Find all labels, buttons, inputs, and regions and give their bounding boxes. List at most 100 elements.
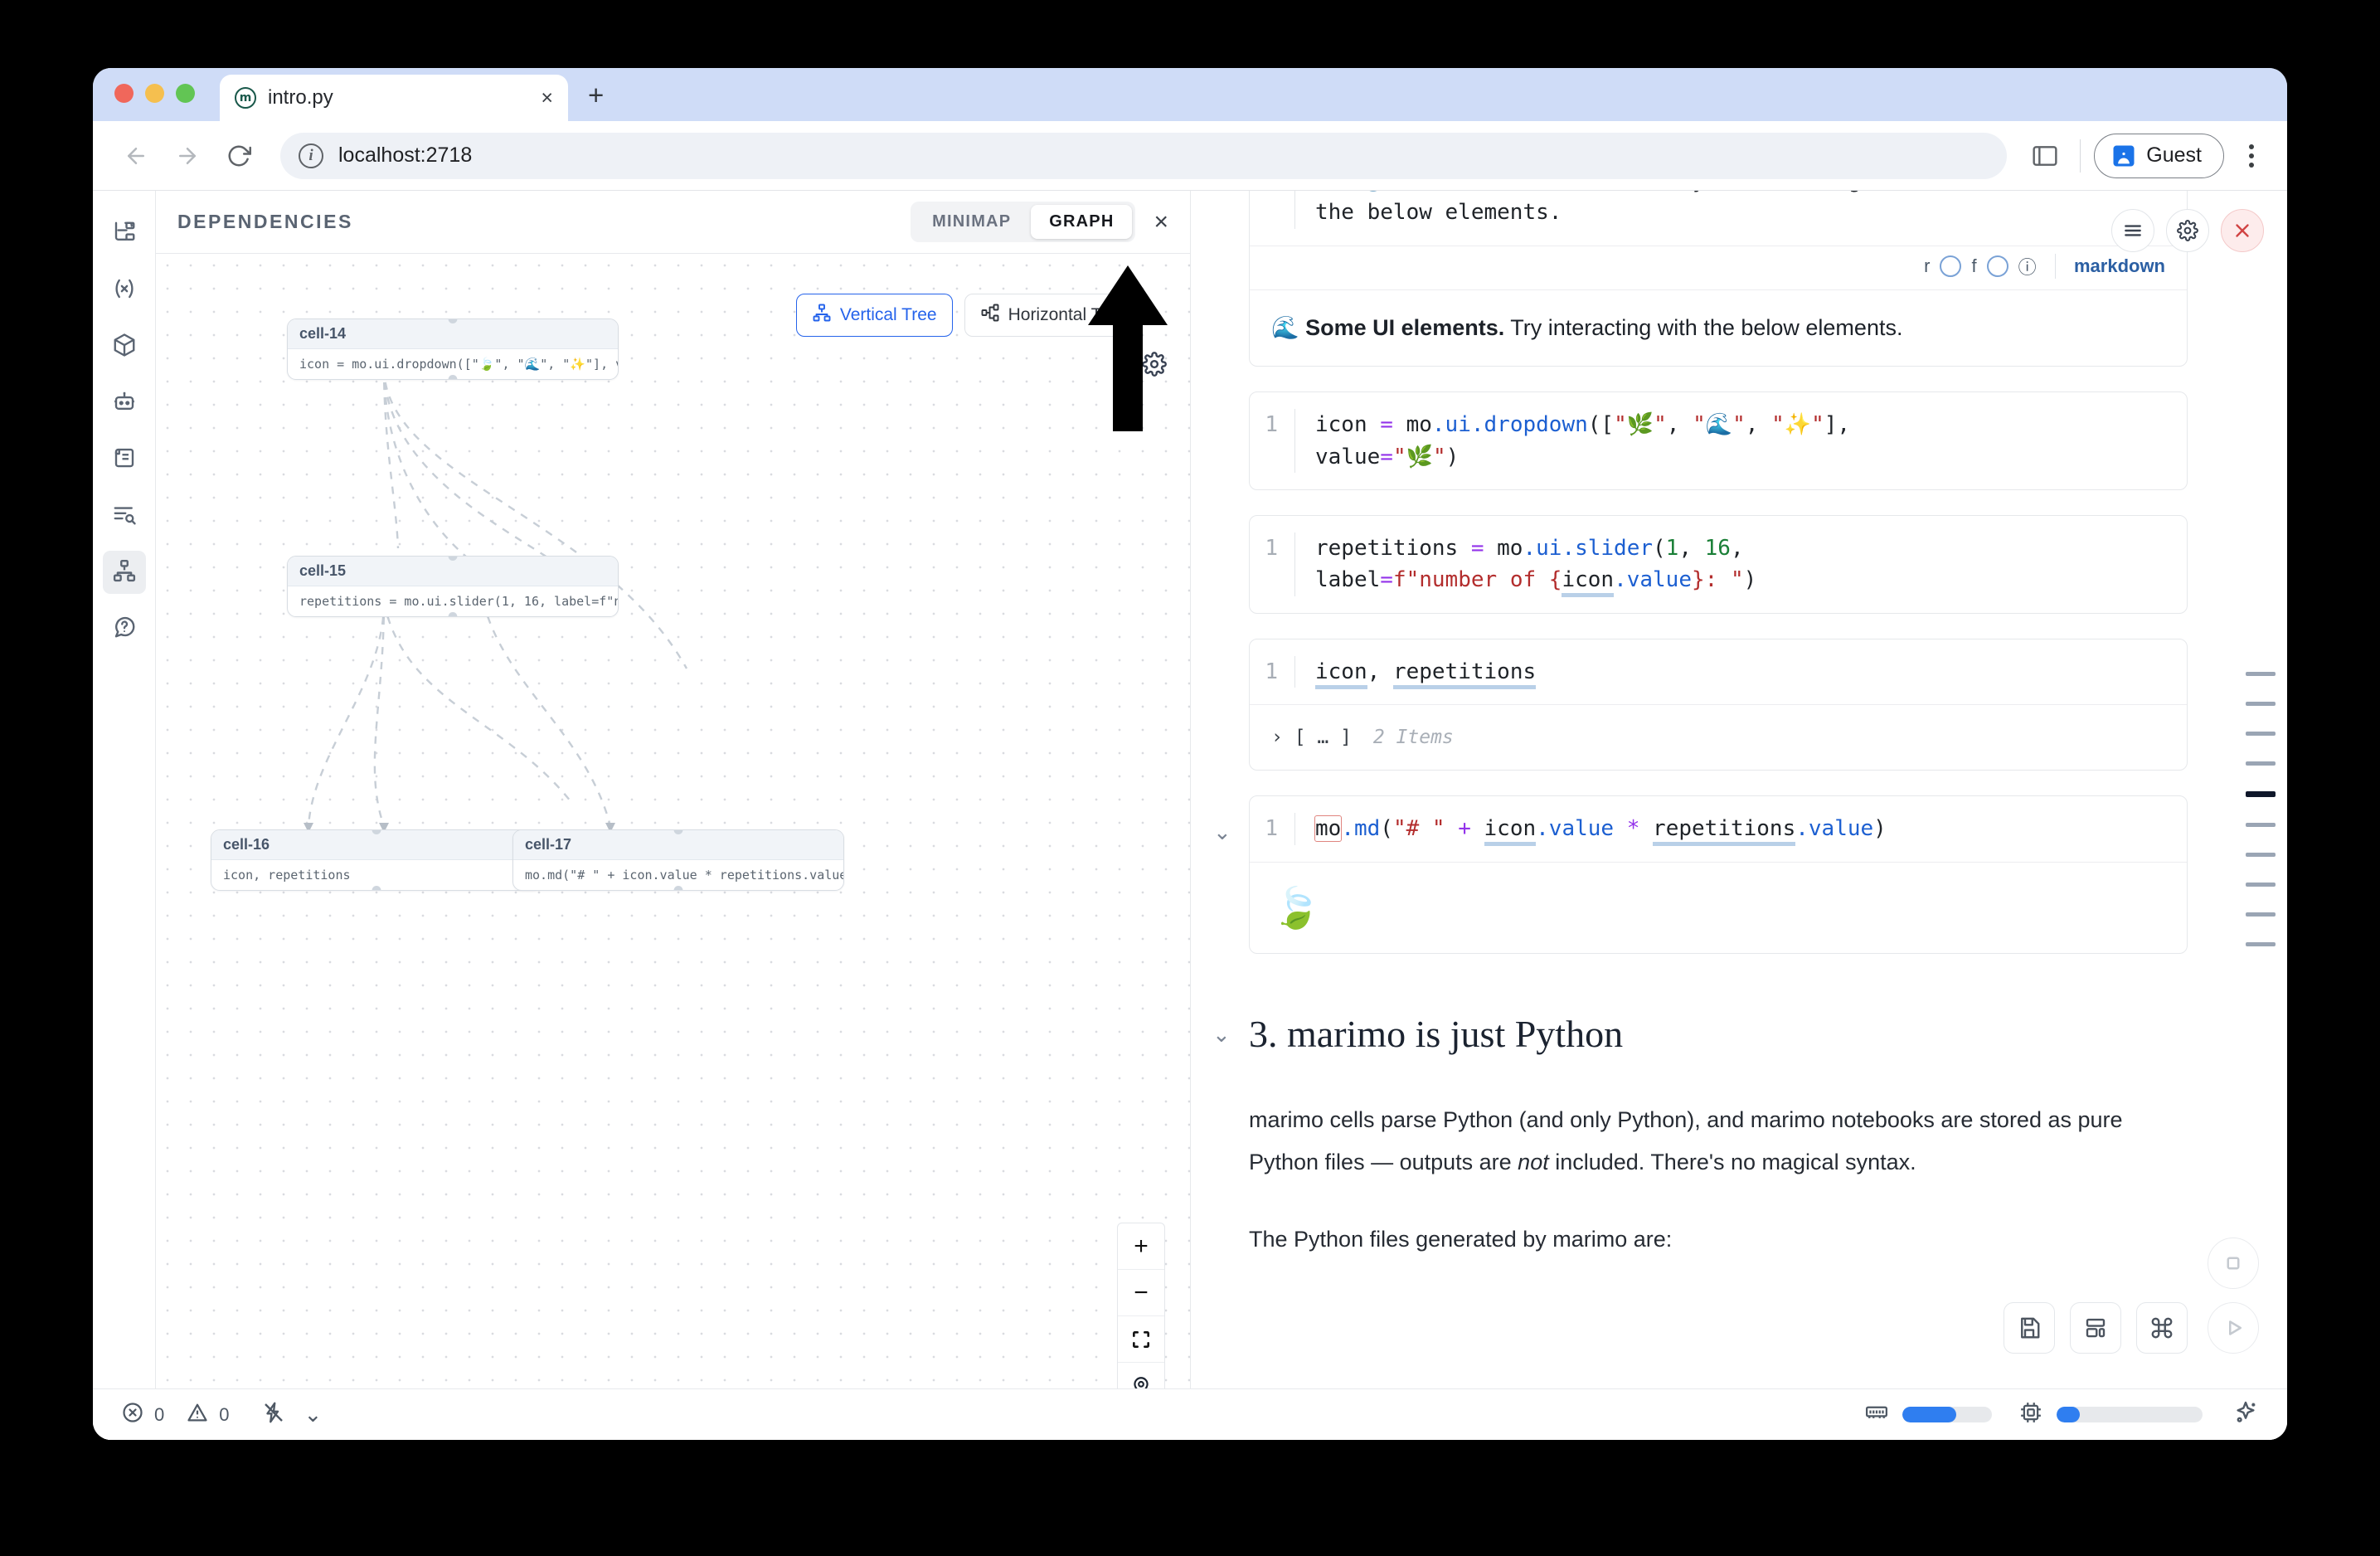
cell-source[interactable]: repetitions = mo.ui.slider(1, 16, label=f… <box>1294 532 2169 598</box>
notebook-scroll[interactable]: 1 """🌊 Some UI elements.""" Try interact… <box>1191 191 2287 1440</box>
reactive-toggle[interactable] <box>1940 255 1962 277</box>
minimap-mark-current[interactable] <box>2246 791 2276 797</box>
save-button[interactable] <box>2004 1302 2055 1354</box>
cell-delete-button[interactable] <box>2221 209 2264 252</box>
back-button[interactable] <box>114 134 158 177</box>
divider <box>2054 253 2056 279</box>
cell-source[interactable]: icon, repetitions <box>1294 655 2169 689</box>
minimize-window-button[interactable] <box>145 83 164 103</box>
profile-button[interactable]: Guest <box>2094 133 2224 178</box>
chrome-menu-button[interactable] <box>2237 139 2266 173</box>
runtime-mode-chevron-icon[interactable]: ⌄ <box>304 1402 323 1427</box>
memory-usage-bar[interactable] <box>1902 1407 1992 1422</box>
minimap-mark[interactable] <box>2246 942 2276 946</box>
site-info-icon[interactable]: i <box>299 143 323 168</box>
notebook-cell-dropdown[interactable]: 1 icon = mo.ui.dropdown(["🌿", "🌊", "✨"],… <box>1249 391 2188 491</box>
sidebar-item-packages[interactable] <box>103 325 146 368</box>
cell-settings-button[interactable] <box>2166 209 2209 252</box>
reload-button[interactable] <box>217 134 260 177</box>
graph-node-cell-17[interactable]: cell-17 mo.md("# " + icon.value * repeti… <box>512 829 844 891</box>
memory-icon <box>1864 1400 1889 1429</box>
close-window-button[interactable] <box>114 83 134 103</box>
minimap-mark[interactable] <box>2246 761 2276 766</box>
section-paragraph-1: marimo cells parse Python (and only Pyth… <box>1249 1106 2123 1175</box>
sidebar-item-scratchpad[interactable] <box>103 438 146 481</box>
layout-button[interactable] <box>2070 1302 2121 1354</box>
sidebar-item-file-explorer[interactable] <box>103 212 146 255</box>
dependency-graph-icon <box>112 558 137 587</box>
status-bar: 0 0 ⌄ <box>93 1388 2287 1440</box>
graph-settings-icon[interactable] <box>1142 352 1167 381</box>
command-palette-button[interactable] <box>2136 1302 2188 1354</box>
search-tabs-icon[interactable] <box>2023 134 2067 177</box>
language-label[interactable]: markdown <box>2073 255 2165 276</box>
minimap-mark[interactable] <box>2246 702 2276 706</box>
graph-node-cell-15[interactable]: cell-15 repetitions = mo.ui.slider(1, 16… <box>287 556 619 617</box>
sidebar-item-dependency-graph[interactable] <box>102 551 146 594</box>
interrupt-button[interactable] <box>2208 1238 2259 1289</box>
tab-graph[interactable]: GRAPH <box>1031 205 1133 239</box>
cell-editor[interactable]: 1 mo.md("# " + icon.value * repetitions.… <box>1250 796 2187 861</box>
minimap-mark[interactable] <box>2246 672 2276 676</box>
minimap-mark[interactable] <box>2246 853 2276 857</box>
run-all-button[interactable] <box>2208 1302 2259 1354</box>
vertical-tree-button[interactable]: Vertical Tree <box>795 294 953 337</box>
address-bar[interactable]: i localhost:2718 <box>280 132 2007 179</box>
notebook-cell-slider[interactable]: 1 repetitions = mo.ui.slider(1, 16, label… <box>1249 515 2188 614</box>
graph-node-cell-16[interactable]: cell-16 icon, repetitions <box>211 829 542 891</box>
warning-icon <box>186 1401 209 1429</box>
notebook-cell-tuple[interactable]: 1 icon, repetitions › [ … ] 2 Items <box>1249 638 2188 771</box>
tab-minimap[interactable]: MINIMAP <box>932 212 1012 231</box>
close-panel-icon[interactable]: × <box>1154 207 1168 236</box>
cell-editor[interactable]: 1 """🌊 Some UI elements.""" Try interact… <box>1250 191 2187 246</box>
browser-toolbar: i localhost:2718 Guest <box>93 121 2287 191</box>
cell-source[interactable]: """🌊 Some UI elements.""" Try interactin… <box>1294 191 2169 229</box>
sidebar-item-ai-assistant[interactable] <box>103 382 146 425</box>
minimap-mark[interactable] <box>2246 732 2276 736</box>
section-heading: 3. marimo is just Python <box>1249 1012 1624 1055</box>
notebook-minimap[interactable] <box>2246 672 2276 946</box>
new-tab-button[interactable]: + <box>588 80 605 110</box>
cpu-usage-bar[interactable] <box>2057 1407 2203 1422</box>
line-number: 1 <box>1265 536 1278 562</box>
graph-canvas[interactable]: Vertical Tree Horizontal Tree <box>156 254 1190 1440</box>
notebook-cell-md[interactable]: 1 mo.md("# " + icon.value * repetitions.… <box>1213 795 2188 954</box>
format-toggle[interactable] <box>1986 255 2008 277</box>
list-preview: [ … ] <box>1294 727 1352 749</box>
sidebar-item-outline[interactable] <box>103 494 146 537</box>
cell-output-list[interactable]: › [ … ] 2 Items <box>1250 704 2187 770</box>
browser-tab[interactable]: m intro.py × <box>220 75 568 121</box>
minimap-mark[interactable] <box>2246 823 2276 827</box>
fit-view-button[interactable] <box>1118 1316 1164 1363</box>
output-rest: Try interacting with the below elements. <box>1504 314 1903 340</box>
collapse-output-chevron-icon[interactable]: ⌄ <box>1213 819 1231 845</box>
maximize-window-button[interactable] <box>176 83 195 103</box>
cell-source[interactable]: icon = mo.ui.dropdown(["🌿", "🌊", "✨"], va… <box>1294 409 2169 474</box>
zoom-in-button[interactable]: + <box>1118 1223 1164 1270</box>
graph-node-cell-14[interactable]: cell-14 icon = mo.ui.dropdown(["🍃", "🌊",… <box>287 318 619 380</box>
cell-menu-button[interactable] <box>2111 209 2154 252</box>
notebook-cell-markdown[interactable]: 1 """🌊 Some UI elements.""" Try interact… <box>1249 191 2188 367</box>
outline-search-icon <box>112 502 137 531</box>
minimap-mark[interactable] <box>2246 912 2276 917</box>
zoom-out-button[interactable]: − <box>1118 1270 1164 1316</box>
file-explorer-icon <box>112 220 137 249</box>
error-icon <box>121 1401 144 1429</box>
expand-chevron-icon[interactable]: › <box>1271 727 1283 749</box>
close-tab-icon[interactable]: × <box>541 85 553 109</box>
cell-editor[interactable]: 1 repetitions = mo.ui.slider(1, 16, label… <box>1250 516 2187 613</box>
forward-button[interactable] <box>166 134 209 177</box>
marimo-app: DEPENDENCIES MINIMAP GRAPH × Vertical Tr… <box>93 191 2287 1440</box>
ai-sparkle-icon[interactable] <box>2232 1399 2259 1430</box>
minimap-mark[interactable] <box>2246 883 2276 887</box>
info-icon[interactable]: ⓘ <box>2018 256 2037 278</box>
cell-editor[interactable]: 1 icon = mo.ui.dropdown(["🌿", "🌊", "✨"],… <box>1250 392 2187 489</box>
horizontal-tree-button[interactable]: Horizontal Tree <box>964 294 1142 337</box>
sidebar-item-help[interactable] <box>103 607 146 650</box>
cell-output-markdown: 🌊 Some UI elements. Try interacting with… <box>1250 289 2187 366</box>
lightning-off-icon[interactable] <box>261 1400 286 1430</box>
collapse-section-chevron-icon[interactable]: ⌄ <box>1212 1021 1231 1047</box>
cell-editor[interactable]: 1 icon, repetitions <box>1250 639 2187 704</box>
sidebar-item-variables[interactable] <box>103 269 146 312</box>
cell-source[interactable]: mo.md("# " + icon.value * repetitions.va… <box>1294 813 2169 847</box>
